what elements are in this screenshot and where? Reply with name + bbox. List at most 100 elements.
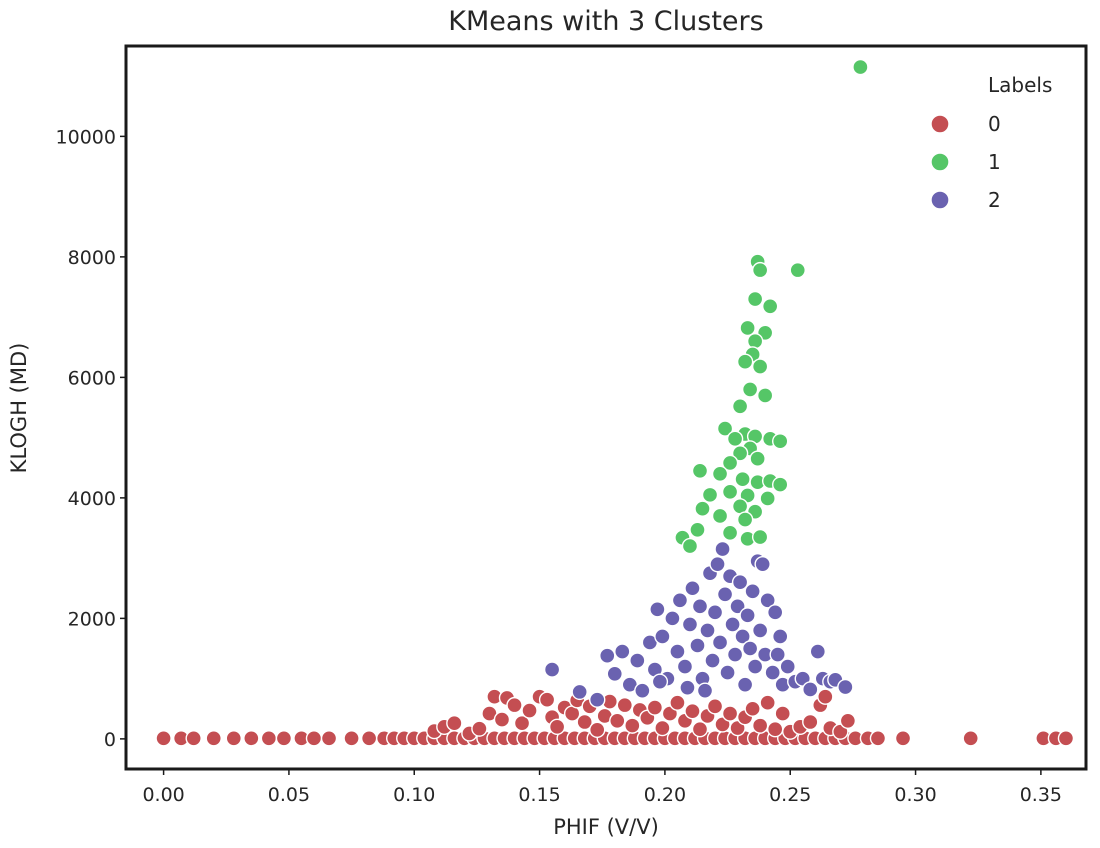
data-point	[205, 730, 222, 747]
data-point	[691, 721, 709, 738]
data-point	[706, 698, 724, 715]
data-point	[493, 711, 511, 728]
data-point	[260, 730, 278, 747]
data-point	[669, 643, 686, 660]
data-point	[243, 730, 260, 747]
data-point	[719, 664, 736, 681]
data-point	[789, 261, 806, 279]
data-point	[734, 470, 751, 488]
data-point	[837, 678, 854, 696]
data-point	[654, 628, 671, 645]
data-point	[681, 616, 699, 633]
y-tick-label: 10000	[56, 126, 116, 148]
data-point	[599, 647, 616, 664]
series-2	[543, 540, 854, 708]
data-point	[736, 676, 754, 693]
data-point	[694, 500, 711, 517]
x-tick-label: 0.15	[518, 784, 560, 806]
data-point	[749, 450, 766, 467]
legend-label: 1	[988, 150, 1001, 174]
data-point	[746, 290, 764, 308]
data-point	[772, 433, 789, 450]
data-point	[689, 637, 706, 654]
legend-title: Labels	[988, 73, 1052, 97]
data-point	[571, 683, 588, 701]
data-point	[772, 476, 789, 493]
data-point	[548, 718, 566, 736]
data-point	[664, 610, 681, 627]
legend-item-0: 0	[930, 112, 1001, 136]
data-point	[724, 616, 741, 633]
y-tick-label: 8000	[68, 247, 116, 269]
x-tick-label: 0.25	[769, 784, 811, 806]
data-point	[614, 643, 631, 660]
data-point	[684, 580, 701, 597]
data-point	[716, 420, 734, 437]
data-point	[721, 705, 739, 722]
data-point	[506, 696, 523, 714]
series-1	[674, 58, 869, 555]
y-axis: 0 2000 4000 6000 8000 10000	[56, 126, 126, 751]
data-point	[746, 658, 764, 675]
data-point	[962, 730, 979, 747]
data-point	[471, 720, 488, 737]
data-point	[721, 483, 739, 501]
series-0	[155, 688, 1075, 747]
data-point	[691, 462, 709, 479]
legend-marker	[930, 114, 950, 134]
data-point	[185, 730, 202, 747]
data-point	[761, 298, 779, 315]
data-point	[691, 598, 709, 615]
x-tick-label: 0.05	[268, 784, 310, 806]
data-point	[521, 702, 538, 719]
data-point	[681, 537, 699, 555]
x-tick-label: 0.20	[644, 784, 686, 806]
data-point	[701, 486, 719, 504]
data-point	[751, 528, 769, 546]
data-point	[651, 673, 669, 690]
data-point	[676, 658, 694, 675]
chart-title: KMeans with 3 Clusters	[448, 6, 763, 37]
data-point	[721, 454, 739, 472]
legend: Labels 0 1 2	[930, 73, 1052, 212]
data-point	[589, 691, 606, 708]
data-point	[275, 730, 293, 747]
data-point	[689, 521, 706, 539]
data-point	[634, 682, 651, 699]
data-point	[305, 730, 323, 747]
data-point	[739, 607, 756, 624]
data-point	[704, 652, 721, 669]
data-point	[759, 490, 776, 507]
legend-item-1: 1	[930, 150, 1001, 174]
data-point	[744, 700, 761, 717]
data-point	[729, 598, 746, 615]
data-point	[751, 717, 769, 734]
data-point	[1057, 730, 1075, 747]
data-point	[751, 622, 769, 639]
data-point	[538, 691, 556, 708]
data-point	[731, 445, 749, 462]
data-point	[741, 640, 759, 657]
data-point	[320, 730, 338, 747]
legend-label: 2	[988, 188, 1001, 212]
data-point	[711, 465, 729, 482]
data-point	[629, 652, 646, 669]
y-axis-label: KLOGH (MD)	[7, 343, 31, 474]
data-point	[726, 430, 744, 448]
data-point	[852, 58, 869, 76]
data-point	[669, 694, 686, 711]
data-point	[774, 705, 791, 722]
data-point	[716, 586, 734, 603]
data-point	[769, 646, 786, 663]
y-tick-label: 2000	[68, 608, 116, 630]
data-point	[711, 634, 729, 651]
x-tick-label: 0.00	[142, 784, 184, 806]
data-point	[513, 715, 531, 732]
data-point	[543, 661, 561, 678]
data-point	[711, 507, 729, 525]
data-point	[802, 681, 819, 698]
data-point	[751, 261, 769, 279]
data-point	[696, 682, 714, 699]
data-point	[706, 604, 724, 621]
x-tick-label: 0.10	[393, 784, 435, 806]
